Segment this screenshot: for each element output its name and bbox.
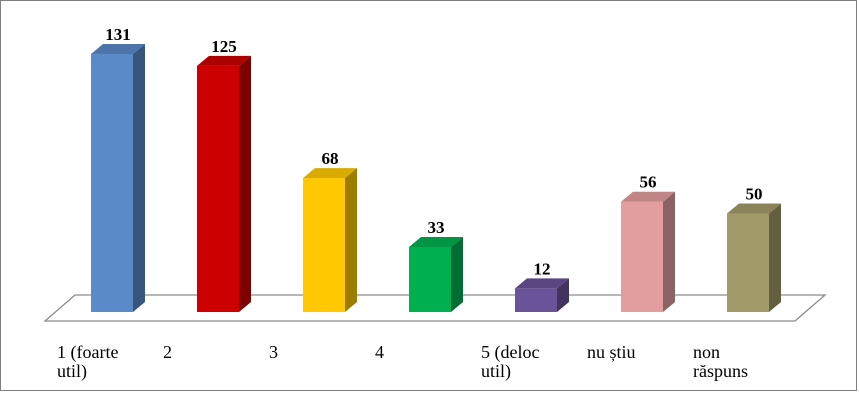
category-label-line: 1 (foarte (57, 342, 118, 363)
bar-front-5 (515, 288, 557, 312)
bar-front-4 (409, 247, 451, 312)
bar-5 (515, 278, 569, 312)
bar-4 (409, 237, 463, 312)
bar-side-2 (239, 55, 251, 312)
bar-front-7 (727, 213, 769, 312)
bar-top-7 (727, 203, 781, 214)
data-label-6: 56 (640, 173, 657, 192)
bar-side-4 (451, 237, 463, 312)
category-label-4: 4 (375, 342, 384, 362)
bar-front-1 (91, 54, 133, 312)
bar-3 (303, 168, 357, 312)
bar-side-7 (769, 203, 781, 312)
category-label-line: util) (57, 361, 87, 382)
category-label-6: nu știu (587, 342, 636, 362)
category-label-line: non (693, 342, 720, 362)
bar-top-2 (197, 55, 251, 66)
category-label-5: 5 (deloc util) (481, 342, 539, 382)
data-label-2: 125 (211, 37, 237, 56)
bar-front-3 (303, 178, 345, 312)
category-label-3: 3 (269, 342, 278, 362)
category-label-2: 2 (163, 342, 172, 362)
data-label-7: 50 (746, 185, 763, 204)
category-label-line: util) (481, 361, 511, 382)
bar-side-6 (663, 191, 675, 312)
category-label-7: non răspuns (693, 342, 748, 381)
data-label-4: 33 (428, 218, 445, 237)
bar-top-5 (515, 278, 569, 289)
data-label-5: 12 (534, 259, 551, 278)
bar-top-3 (303, 168, 357, 179)
bar-side-1 (133, 44, 145, 312)
category-label-line: 5 (deloc (481, 342, 539, 363)
bar-front-6 (621, 201, 663, 312)
bar-1 (91, 44, 145, 312)
category-label-line: nu știu (587, 342, 636, 362)
data-label-1: 131 (105, 25, 131, 44)
category-label-line: 4 (375, 342, 384, 362)
bar-front-2 (197, 65, 239, 312)
category-label-line: 2 (163, 342, 172, 362)
bar-6 (621, 191, 675, 312)
category-label-1: 1 (foarte util) (57, 342, 118, 382)
category-label-line: răspuns (693, 361, 748, 381)
bar-side-3 (345, 168, 357, 312)
bar-top-1 (91, 44, 145, 54)
bar-top-6 (621, 191, 675, 202)
bar-7 (727, 203, 781, 312)
bar-top-4 (409, 237, 463, 248)
data-label-3: 68 (322, 149, 339, 168)
bar-2 (197, 55, 251, 312)
bar-side-5 (557, 278, 569, 312)
category-label-line: 3 (269, 342, 278, 362)
